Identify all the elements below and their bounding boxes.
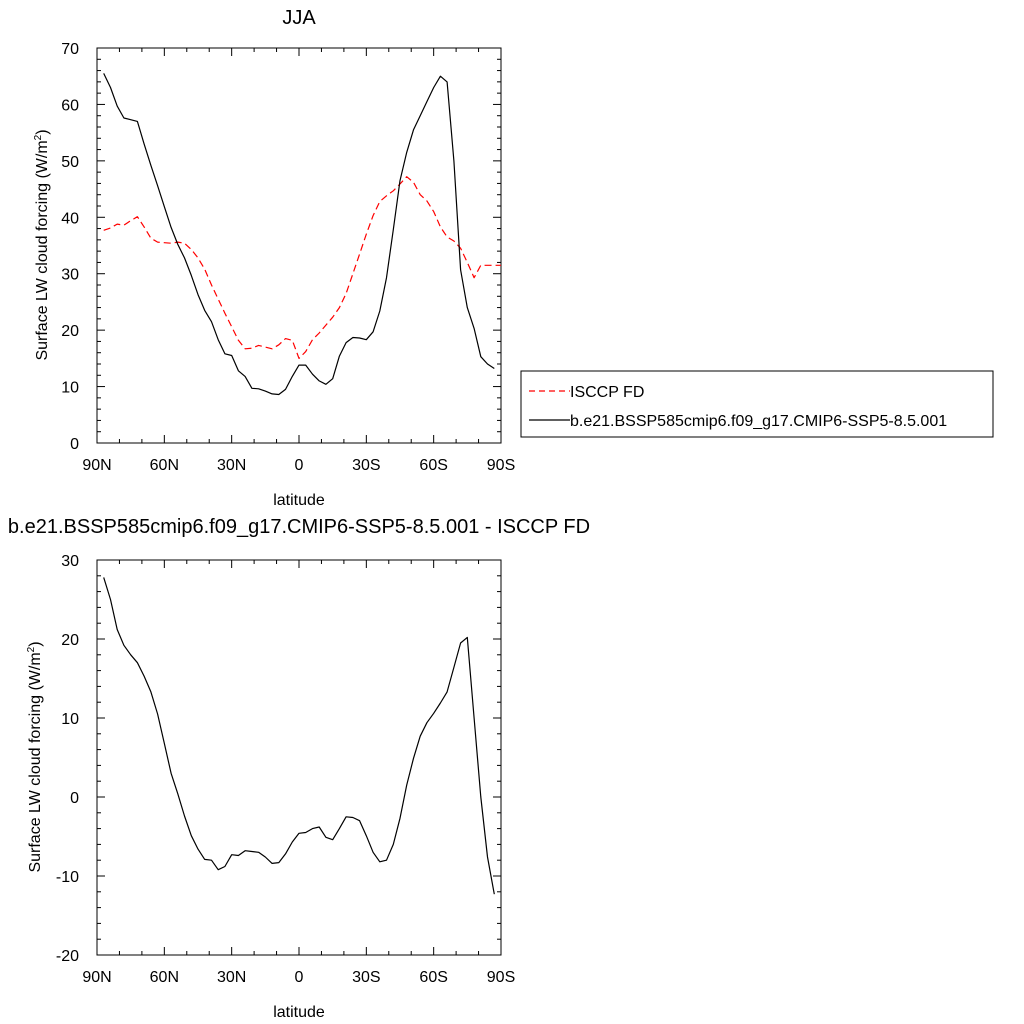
- top-xtick-label: 30N: [217, 457, 246, 474]
- top-chart-ticks: 90N 60N 30N 0 30S 60S 90S 0 10 20 30 40 50 60 70: [61, 41, 515, 474]
- top-chart-ylabel-sup: 2: [33, 134, 44, 140]
- top-ytick-label: 30: [61, 267, 79, 284]
- bottom-xtick-label: 60S: [419, 969, 447, 986]
- top-xtick-label: 90S: [487, 457, 515, 474]
- top-chart-legend: ISCCP FD b.e21.BSSP585cmip6.f09_g17.CMIP…: [520, 370, 994, 438]
- top-chart-xlabel: latitude: [273, 492, 325, 509]
- top-xtick-label: 60N: [150, 457, 179, 474]
- bottom-ytick-label: -20: [56, 948, 79, 965]
- top-chart-ylabel: Surface LW cloud forcing (W/m2): [33, 129, 51, 360]
- top-xtick-label: 60S: [419, 457, 447, 474]
- top-ytick-label: 40: [61, 210, 79, 227]
- bottom-chart-panel: b.e21.BSSP585cmip6.f09_g17.CMIP6-SSP5-8.…: [8, 516, 590, 1021]
- bottom-chart-ylabel-sup: 2: [26, 646, 37, 652]
- bottom-chart-ylabel-tail: ): [27, 641, 44, 646]
- bottom-chart-ticks: 90N 60N 30N 0 30S 60S 90S -20 -10 0 10 20 30: [56, 553, 515, 986]
- top-xtick-label: 0: [295, 457, 304, 474]
- top-chart-title: JJA: [282, 7, 316, 29]
- bottom-ytick-label: 30: [61, 553, 79, 570]
- top-ytick-label: 70: [61, 41, 79, 58]
- legend-label-isccp: ISCCP FD: [570, 384, 644, 401]
- bottom-ytick-label: -10: [56, 869, 79, 886]
- bottom-ytick-label: 20: [61, 632, 79, 649]
- top-ytick-label: 10: [61, 380, 79, 397]
- bottom-chart-series: [103, 577, 495, 895]
- bottom-xtick-label: 60N: [150, 969, 179, 986]
- bottom-series-line-model: [103, 577, 495, 895]
- bottom-chart-xlabel: latitude: [273, 1004, 325, 1021]
- top-ytick-label: 0: [70, 436, 79, 453]
- bottom-xtick-label: 30N: [217, 969, 246, 986]
- legend-box: [520, 370, 994, 438]
- top-series-line-model: [103, 73, 495, 396]
- bottom-chart-ylabel-main: Surface LW cloud forcing (W/m: [27, 652, 44, 872]
- top-chart-ylabel-tail: ): [34, 129, 51, 134]
- legend-label-model: b.e21.BSSP585cmip6.f09_g17.CMIP6-SSP5-8.…: [570, 413, 947, 430]
- top-xtick-label: 90N: [82, 457, 111, 474]
- top-ytick-label: 20: [61, 323, 79, 340]
- top-ytick-label: 60: [61, 97, 79, 114]
- bottom-ytick-label: 10: [61, 711, 79, 728]
- top-chart-plot-frame: [96, 47, 502, 444]
- bottom-xtick-label: 30S: [352, 969, 380, 986]
- bottom-chart-ylabel: Surface LW cloud forcing (W/m2): [26, 641, 44, 872]
- top-xtick-label: 30S: [352, 457, 380, 474]
- top-chart-panel: JJA 90N 60N 30N 0 30S 60S 90S 0 10 20 30 40 50 60 70 l…: [33, 7, 994, 509]
- top-chart-series: [103, 73, 501, 396]
- top-chart-ylabel-main: Surface LW cloud forcing (W/m: [34, 140, 51, 360]
- top-ytick-label: 50: [61, 154, 79, 171]
- bottom-chart-plot-frame: [96, 559, 502, 956]
- bottom-xtick-label: 90N: [82, 969, 111, 986]
- bottom-xtick-label: 0: [295, 969, 304, 986]
- top-series-line-isccp-fd: [103, 176, 501, 359]
- bottom-xtick-label: 90S: [487, 969, 515, 986]
- bottom-ytick-label: 0: [70, 790, 79, 807]
- bottom-chart-title: b.e21.BSSP585cmip6.f09_g17.CMIP6-SSP5-8.…: [8, 516, 590, 538]
